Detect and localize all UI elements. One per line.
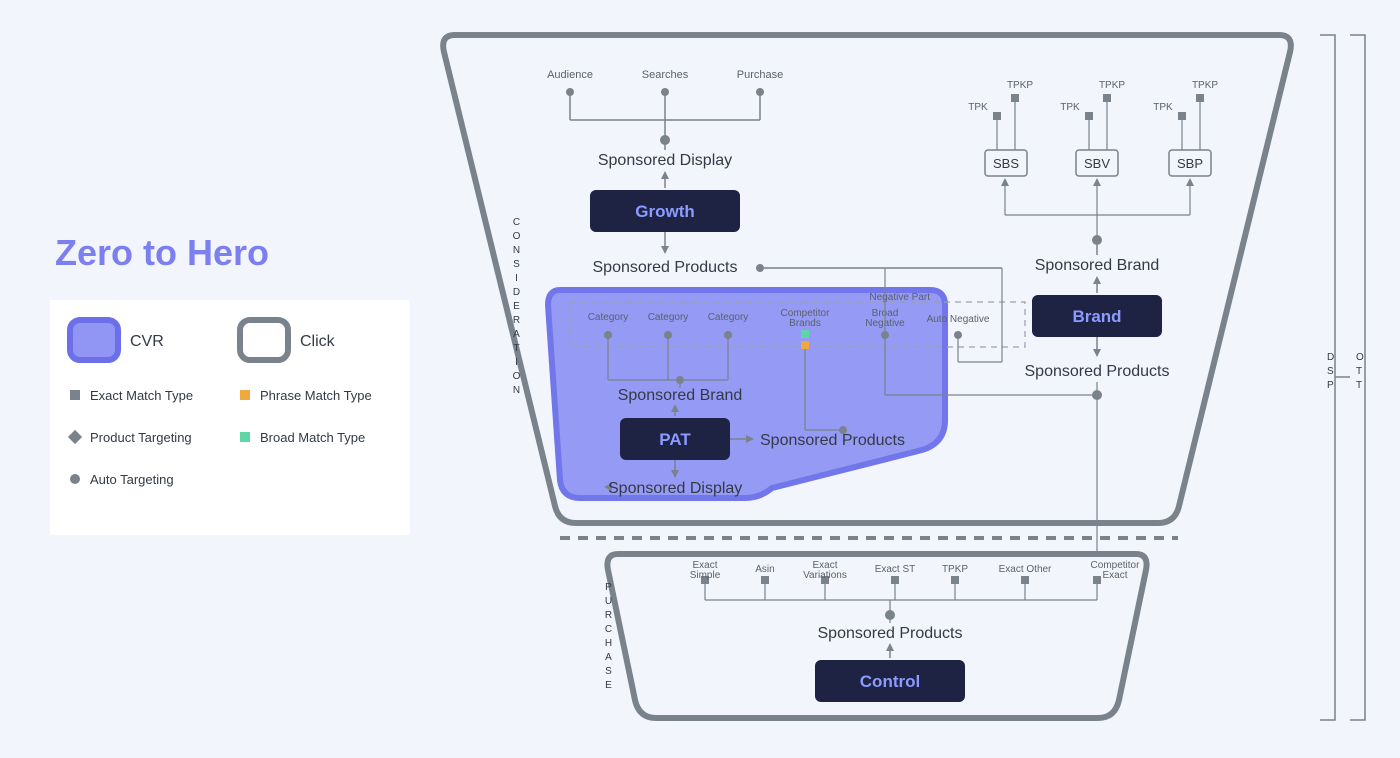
legend-auto-icon <box>70 474 80 484</box>
svg-text:TPK: TPK <box>968 102 988 113</box>
legend: CVR Click Exact Match Type Phrase Match … <box>50 300 410 535</box>
svg-text:Purchase: Purchase <box>737 69 783 81</box>
page-title: Zero to Hero <box>55 232 269 273</box>
svg-text:Auto Negative: Auto Negative <box>927 314 990 325</box>
legend-phrase-icon <box>240 390 250 400</box>
svg-text:TPKP: TPKP <box>1007 80 1033 91</box>
svg-text:Sponsored Display: Sponsored Display <box>608 480 742 497</box>
svg-text:SBV: SBV <box>1084 156 1110 171</box>
svg-text:Exact ST: Exact ST <box>875 564 916 575</box>
purchase-label: PURCHASE <box>605 582 615 691</box>
svg-text:TPKP: TPKP <box>942 564 968 575</box>
legend-click-label: Click <box>300 333 336 350</box>
svg-text:TPK: TPK <box>1060 102 1080 113</box>
svg-text:TPKP: TPKP <box>1099 80 1125 91</box>
dsp-label: DSP <box>1327 352 1337 391</box>
legend-phrase-label: Phrase Match Type <box>260 388 372 403</box>
legend-cvr-swatch <box>70 320 118 360</box>
svg-text:Brand: Brand <box>1072 307 1121 326</box>
svg-text:Sponsored Products: Sponsored Products <box>760 432 905 449</box>
svg-text:Sponsored Brand: Sponsored Brand <box>618 387 743 404</box>
svg-text:Sponsored Products: Sponsored Products <box>593 259 738 276</box>
svg-text:ExactVariations: ExactVariations <box>803 560 847 581</box>
svg-text:TPK: TPK <box>1153 102 1173 113</box>
svg-text:PURCHASE: PURCHASE <box>605 582 615 691</box>
svg-text:Growth: Growth <box>635 202 695 221</box>
svg-text:ExactSimple: ExactSimple <box>690 560 721 581</box>
legend-click-swatch <box>240 320 288 360</box>
side-bracket: DSP OTT <box>1320 35 1367 720</box>
svg-text:PAT: PAT <box>659 430 691 449</box>
svg-text:SBS: SBS <box>993 156 1019 171</box>
legend-exact-icon <box>70 390 80 400</box>
legend-auto-label: Auto Targeting <box>90 472 174 487</box>
legend-exact-label: Exact Match Type <box>90 388 193 403</box>
control-block: Control Sponsored Products ExactSimple A… <box>690 560 1140 702</box>
legend-cvr-label: CVR <box>130 333 164 350</box>
svg-text:Exact Other: Exact Other <box>999 564 1052 575</box>
svg-text:Audience: Audience <box>547 69 593 81</box>
legend-broad-icon <box>240 432 250 442</box>
diagram-canvas: Zero to Hero CVR Click Exact Match Type … <box>0 0 1400 758</box>
svg-text:SBP: SBP <box>1177 156 1203 171</box>
svg-text:Searches: Searches <box>642 69 689 81</box>
svg-text:Asin: Asin <box>755 564 774 575</box>
svg-text:Category: Category <box>648 312 689 323</box>
svg-text:Sponsored Brand: Sponsored Brand <box>1035 257 1160 274</box>
svg-text:Category: Category <box>588 312 629 323</box>
svg-text:TPKP: TPKP <box>1192 80 1218 91</box>
negative-part-label: Negative Part <box>869 292 930 303</box>
svg-text:Sponsored Products: Sponsored Products <box>818 625 963 642</box>
svg-text:Sponsored Display: Sponsored Display <box>598 152 732 169</box>
growth-block: Growth Sponsored Display Audience Search… <box>547 69 783 276</box>
legend-broad-label: Broad Match Type <box>260 430 365 445</box>
svg-text:Category: Category <box>708 312 749 323</box>
svg-text:Sponsored Products: Sponsored Products <box>1025 363 1170 380</box>
svg-text:Control: Control <box>860 672 920 691</box>
legend-product-label: Product Targeting <box>90 430 192 445</box>
